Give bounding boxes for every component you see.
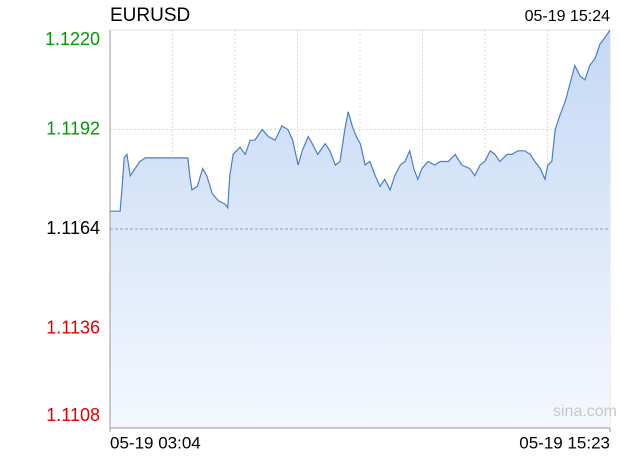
- x-tick-label: 05-19 03:04: [110, 433, 201, 452]
- y-tick-label: 1.1108: [46, 405, 100, 425]
- x-tick-label: 05-19 15:23: [519, 433, 610, 452]
- y-tick-label: 1.1220: [45, 29, 100, 49]
- y-tick-label: 1.1136: [46, 317, 100, 337]
- line: [110, 29, 611, 212]
- y-tick-label: 1.1164: [46, 218, 100, 238]
- timestamp: 05-19 15:24: [525, 8, 611, 25]
- y-tick-label: 1.1192: [46, 118, 100, 138]
- chart-title: EURUSD: [110, 5, 190, 26]
- watermark: sina.com: [553, 403, 617, 420]
